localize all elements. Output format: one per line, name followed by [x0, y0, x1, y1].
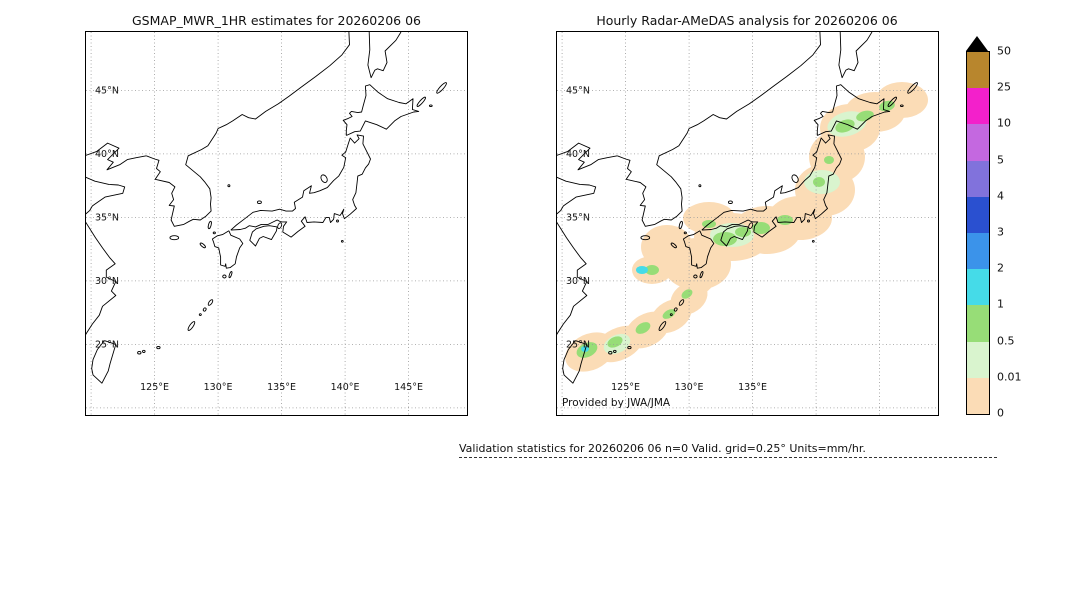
lat-tick-label: 45°N — [95, 85, 119, 96]
lon-tick-label: 130°E — [675, 382, 704, 393]
lat-tick-label: 30°N — [95, 276, 119, 287]
precip-blob — [713, 232, 737, 246]
precipitation-shading — [565, 82, 928, 372]
right-panel-title: Hourly Radar-AMeDAS analysis for 2026020… — [596, 13, 898, 28]
colorbar-tick-label: 50 — [997, 44, 1011, 58]
colorbar-tick-label: 10 — [997, 116, 1011, 130]
lon-tick-label: 130°E — [204, 382, 233, 393]
lon-tick-label: 135°E — [267, 382, 296, 393]
colorbar-segment — [967, 232, 989, 270]
colorbar-overflow-triangle — [966, 36, 988, 51]
colorbar-tick-label: 3 — [997, 225, 1004, 239]
precip-blob — [752, 222, 770, 234]
colorbar-tick-label: 2 — [997, 261, 1004, 275]
precip-blob — [682, 264, 716, 296]
data-provider-credit: Provided by JWA/JMA — [562, 397, 671, 409]
precip-blob — [607, 336, 623, 348]
lat-tick-label: 40°N — [566, 149, 590, 160]
colorbar-segment — [967, 52, 989, 89]
colorbar-segment — [967, 124, 989, 161]
footer-dashed-line — [459, 457, 997, 458]
radar-amedas-map: 45°N 40°N 35°N 30°N 25°N 125°E 130°E 135°E — [557, 32, 938, 415]
coastlines — [86, 32, 447, 384]
lat-tick-label: 30°N — [566, 276, 590, 287]
coastlines — [557, 32, 918, 384]
colorbar-segment — [967, 377, 989, 414]
precip-blob — [735, 227, 751, 237]
colorbar-tick-label: 4 — [997, 189, 1004, 203]
precip-blob — [635, 322, 651, 334]
colorbar-segment — [967, 341, 989, 378]
lat-tick-label: 25°N — [566, 339, 590, 350]
colorbar-segment — [967, 88, 989, 125]
colorbar-tick-label: 0.5 — [997, 334, 1015, 348]
axis-tick-labels: 45°N 40°N 35°N 30°N 25°N 125°E 130°E 135°E 140°E… — [95, 85, 423, 393]
precip-blob — [824, 156, 834, 164]
precip-blob — [681, 289, 693, 299]
colorbar-segment — [967, 196, 989, 233]
precip-blob — [662, 309, 676, 319]
lat-tick-label: 35°N — [95, 212, 119, 223]
colorbar-segment — [967, 160, 989, 197]
precip-blob — [777, 215, 793, 225]
lon-tick-label: 145°E — [394, 382, 423, 393]
lon-tick-label: 135°E — [738, 382, 767, 393]
lon-tick-label: 125°E — [140, 382, 169, 393]
gsmap-map-panel: 45°N 40°N 35°N 30°N 25°N 125°E 130°E 135°E 140°E… — [85, 31, 468, 416]
gsmap-map: 45°N 40°N 35°N 30°N 25°N 125°E 130°E 135°E 140°E… — [86, 32, 467, 415]
radar-amedas-map-panel: 45°N 40°N 35°N 30°N 25°N 125°E 130°E 135°E Prov… — [556, 31, 939, 416]
colorbar-tick-label: 25 — [997, 80, 1011, 94]
precip-blob — [636, 266, 648, 274]
gridlines — [86, 32, 467, 415]
colorbar-tick-label: 0 — [997, 406, 1004, 420]
lat-tick-label: 40°N — [95, 149, 119, 160]
colorbar-segment — [967, 269, 989, 306]
lat-tick-label: 25°N — [95, 339, 119, 350]
precip-blob — [813, 177, 825, 187]
precip-blob — [835, 119, 855, 133]
precip-blob — [645, 265, 659, 275]
colorbar-tick-label: 0.01 — [997, 370, 1022, 384]
colorbar-tick-label: 5 — [997, 153, 1004, 167]
lon-tick-label: 140°E — [331, 382, 360, 393]
axis-tick-labels: 45°N 40°N 35°N 30°N 25°N 125°E 130°E 135°E — [566, 85, 767, 393]
colorbar-tick-label: 1 — [997, 297, 1004, 311]
colorbar — [966, 51, 990, 415]
gridlines — [557, 32, 938, 415]
left-panel-title: GSMAP_MWR_1HR estimates for 20260206 06 — [132, 13, 421, 28]
lon-tick-label: 125°E — [611, 382, 640, 393]
lat-tick-label: 35°N — [566, 212, 590, 223]
lat-tick-label: 45°N — [566, 85, 590, 96]
validation-statistics-text: Validation statistics for 20260206 06 n=… — [459, 442, 866, 455]
colorbar-segment — [967, 305, 989, 342]
